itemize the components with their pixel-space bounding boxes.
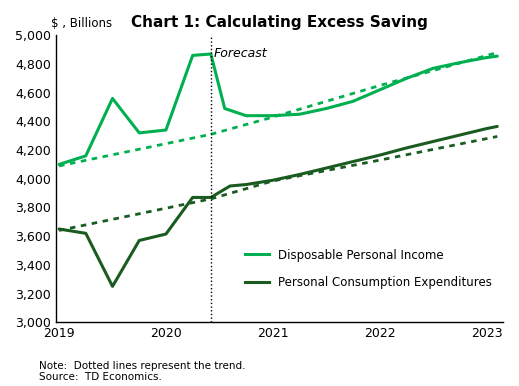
Text: Note:  Dotted lines represent the trend.
Source:  TD Economics.: Note: Dotted lines represent the trend. …: [39, 361, 245, 382]
Text: $ , Billions: $ , Billions: [51, 17, 113, 30]
Text: Forecast: Forecast: [213, 47, 267, 60]
Legend: Disposable Personal Income, Personal Consumption Expenditures: Disposable Personal Income, Personal Con…: [240, 244, 497, 293]
Title: Chart 1: Calculating Excess Saving: Chart 1: Calculating Excess Saving: [131, 15, 428, 30]
